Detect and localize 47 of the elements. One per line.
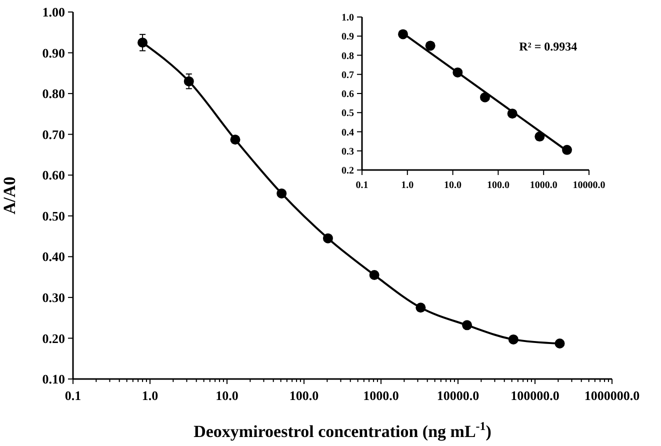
y-tick-label: 0.80 xyxy=(42,86,65,102)
x-tick-label: 0.1 xyxy=(356,180,368,191)
y-tick-label: 0.40 xyxy=(42,249,65,264)
y-tick-label: 0.2 xyxy=(342,166,354,176)
point xyxy=(276,188,287,198)
x-tick-label: 1000.0 xyxy=(363,388,399,403)
x-tick-label: 10000.0 xyxy=(572,180,606,191)
x-tick-label: 100.0 xyxy=(289,388,319,403)
y-tick-label: 0.4 xyxy=(342,127,354,138)
x-tick-label: 0.1 xyxy=(64,388,82,403)
point xyxy=(322,233,333,244)
point xyxy=(462,320,472,330)
point xyxy=(230,134,240,145)
x-tick-label: 100000.0 xyxy=(510,388,560,403)
x-tick-label: 1.0 xyxy=(401,180,414,191)
y-tick-label: 0.3 xyxy=(342,146,354,158)
point xyxy=(554,338,565,349)
y-tick-label: 0.70 xyxy=(42,126,65,142)
y-tick-label: 0.90 xyxy=(42,45,65,60)
y-tick-label: 0.10 xyxy=(42,372,65,387)
x-tick-label: 100.0 xyxy=(486,180,510,191)
x-tick-label: 1000000.0 xyxy=(584,388,640,403)
x-tick-label: 10000.0 xyxy=(436,388,480,403)
y-tick-label: 0.5 xyxy=(342,108,354,120)
point xyxy=(508,334,518,344)
y-tick-label: 0.20 xyxy=(42,330,65,346)
y-tick-label: 0.8 xyxy=(342,50,354,62)
x-tick-label: 1000.0 xyxy=(530,180,558,191)
y-tick-label: 0.50 xyxy=(42,208,65,224)
annotation: R² = 0.9934 xyxy=(519,40,578,54)
point xyxy=(416,302,426,313)
point xyxy=(138,38,148,48)
x-tick-label: 1.0 xyxy=(142,388,158,403)
y-axis-title: A/A0 xyxy=(0,176,19,214)
x-axis-title: Deoxymiroestrol concentration (ng mL$^{-1}$) xyxy=(194,419,492,441)
y-tick-label: 1.00 xyxy=(42,4,65,20)
x-tick-label: 10.0 xyxy=(444,180,462,191)
y-tick-label: 0.9 xyxy=(342,32,354,43)
x-tick-label: 10.0 xyxy=(216,388,238,403)
point xyxy=(184,76,194,86)
y-tick-label: 1.0 xyxy=(342,12,354,24)
point xyxy=(425,40,436,51)
y-tick-label: 0.30 xyxy=(42,290,65,305)
y-tick-label: 0.6 xyxy=(342,89,354,100)
y-tick-label: 0.7 xyxy=(342,70,354,81)
y-tick-label: 0.60 xyxy=(42,168,65,183)
point xyxy=(369,270,380,280)
